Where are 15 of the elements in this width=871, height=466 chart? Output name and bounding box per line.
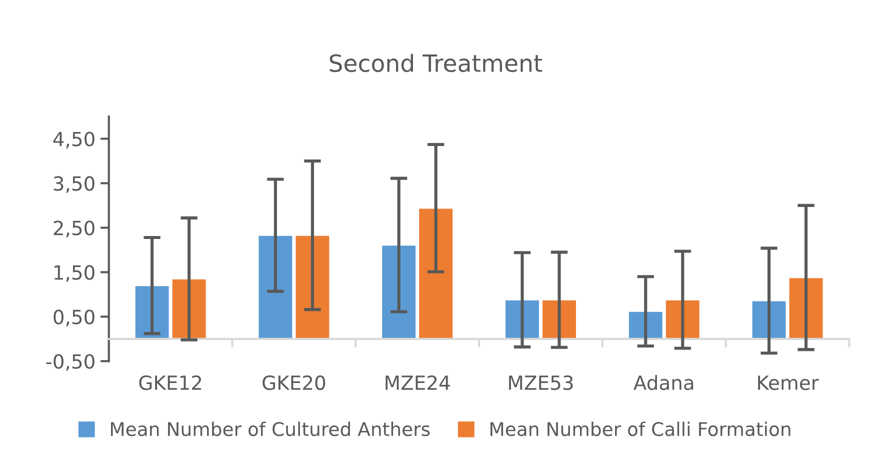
legend-label: Mean Number of Cultured Anthers: [110, 422, 430, 436]
y-tick-label: -0,50: [46, 354, 94, 371]
y-tick-label: 2,50: [54, 220, 94, 238]
y-tick-label: 1,50: [54, 265, 94, 282]
x-tick-label: MZE24: [386, 375, 450, 390]
x-tick-label: GKE20: [262, 375, 326, 390]
legend-label: Mean Number of Calli Formation: [490, 422, 790, 436]
y-tick-label: 0,50: [54, 310, 94, 326]
chart-title: Second Treatment: [330, 54, 542, 72]
x-tick-label: Adana: [634, 375, 694, 390]
x-tick-label: MZE53: [509, 375, 573, 390]
y-tick-label: 4,50: [53, 132, 94, 148]
x-tick-label: Kemer: [758, 376, 819, 390]
y-tick-label: 3,50: [54, 176, 94, 193]
x-tick-label: GKE12: [139, 375, 202, 390]
